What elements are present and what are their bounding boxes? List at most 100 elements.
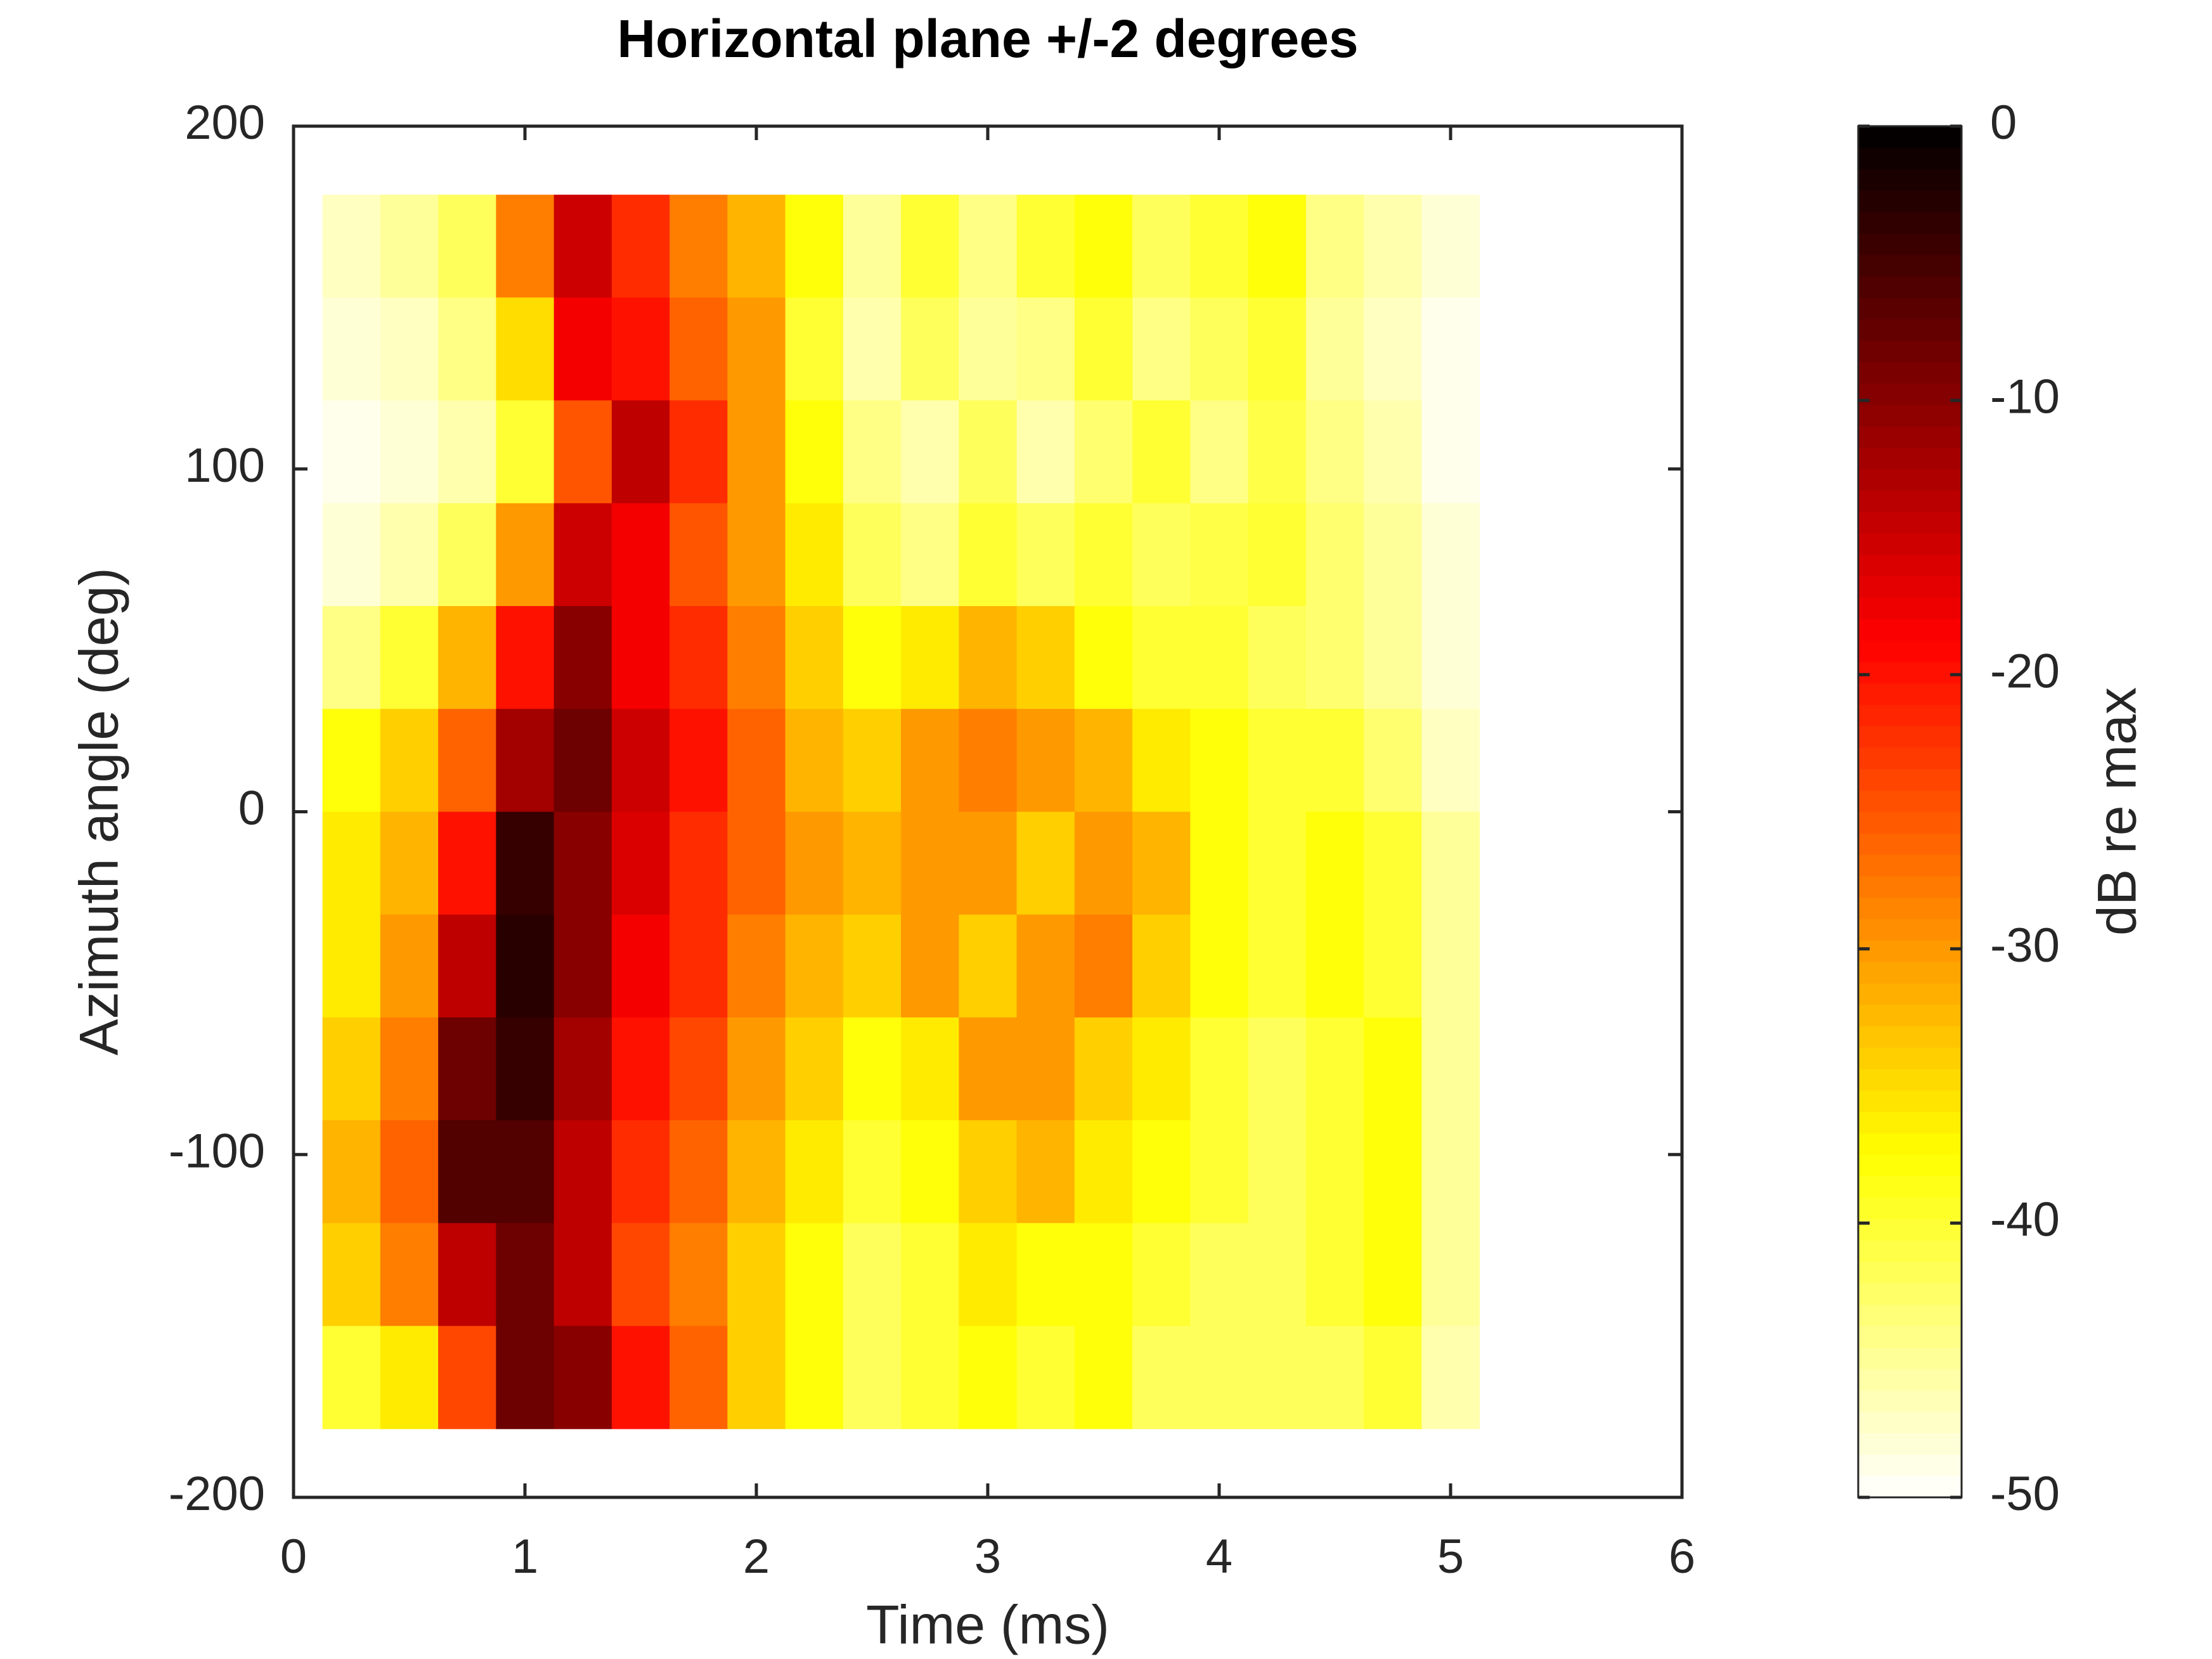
heatmap-cell <box>1421 1326 1480 1430</box>
colorbar-step <box>1858 1411 1962 1434</box>
x-tick-label: 3 <box>974 1530 1001 1584</box>
heatmap-cell <box>727 709 786 812</box>
colorbar-step <box>1858 1176 1962 1198</box>
heatmap-cell <box>1074 606 1133 709</box>
heatmap-cell <box>1132 400 1191 504</box>
heatmap-cell <box>611 400 670 504</box>
colorbar-tick-label: -20 <box>1990 644 2060 698</box>
heatmap-cell <box>496 914 555 1018</box>
colorbar-step <box>1858 512 1962 534</box>
heatmap-cell <box>727 811 786 915</box>
heatmap-cell <box>901 1120 959 1223</box>
heatmap-cell <box>669 503 728 607</box>
heatmap-cell <box>1016 1017 1075 1121</box>
heatmap-cell <box>1364 914 1422 1018</box>
colorbar-step <box>1858 1069 1962 1091</box>
heatmap-cell <box>1190 1326 1249 1430</box>
heatmap-cell <box>959 1223 1018 1327</box>
colorbar-step <box>1858 683 1962 706</box>
heatmap-cell <box>901 503 959 607</box>
heatmap-cell <box>496 606 555 709</box>
heatmap-cell <box>553 195 612 298</box>
colorbar-step <box>1858 1326 1962 1348</box>
colorbar-step <box>1858 1004 1962 1026</box>
heatmap-cell <box>785 1017 844 1121</box>
heatmap-cell <box>1248 811 1307 915</box>
heatmap-cell <box>553 297 612 401</box>
heatmap-cell <box>1364 400 1422 504</box>
colorbar-step <box>1858 790 1962 812</box>
heatmap-cell <box>727 1223 786 1327</box>
heatmap-cell <box>1074 400 1133 504</box>
heatmap-cell <box>1421 914 1480 1018</box>
heatmap-cell <box>1305 400 1364 504</box>
heatmap-cell <box>959 503 1018 607</box>
heatmap-cell <box>380 297 439 401</box>
heatmap-cell <box>1190 1017 1249 1121</box>
heatmap-cell <box>785 914 844 1018</box>
heatmap-cell <box>611 1120 670 1223</box>
heatmap-cell <box>669 400 728 504</box>
heatmap-cell <box>496 503 555 607</box>
heatmap-cell <box>322 914 381 1018</box>
colorbar-step <box>1858 897 1962 919</box>
colorbar <box>1858 126 1962 1498</box>
heatmap-cell <box>1132 914 1191 1018</box>
heatmap-cell <box>438 914 496 1018</box>
heatmap-cell <box>553 1326 612 1430</box>
heatmap-cell <box>322 709 381 812</box>
heatmap-cell <box>901 914 959 1018</box>
heatmap-cell <box>438 400 496 504</box>
heatmap-cell <box>1190 297 1249 401</box>
colorbar-tick-label: -40 <box>1990 1192 2060 1246</box>
colorbar-step <box>1858 576 1962 598</box>
y-tick-label: 100 <box>184 439 265 493</box>
heatmap-cell <box>1305 1017 1364 1121</box>
heatmap-cell <box>1364 503 1422 607</box>
heatmap-cell <box>496 1223 555 1327</box>
heatmap-cell <box>1421 811 1480 915</box>
heatmap-cell <box>1364 1120 1422 1223</box>
colorbar-step <box>1858 297 1962 320</box>
heatmap-cell <box>380 811 439 915</box>
heatmap-cell <box>1132 1120 1191 1223</box>
heatmap-cell <box>322 1120 381 1223</box>
heatmap-cell <box>843 1120 902 1223</box>
colorbar-step <box>1858 597 1962 619</box>
x-tick-label: 4 <box>1206 1530 1232 1584</box>
colorbar-tick-label: -30 <box>1990 919 2060 972</box>
heatmap-cell <box>843 297 902 401</box>
heatmap-cell <box>785 1223 844 1327</box>
heatmap-cell <box>1190 811 1249 915</box>
heatmap-cell <box>843 1223 902 1327</box>
heatmap-cell <box>1421 709 1480 812</box>
x-tick-label: 5 <box>1437 1530 1464 1584</box>
colorbar-step <box>1858 147 1962 170</box>
heatmap-cell <box>669 914 728 1018</box>
heatmap-cell <box>438 297 496 401</box>
heatmap-cell <box>727 1326 786 1430</box>
y-tick-label: -200 <box>169 1467 265 1521</box>
heatmap-cell <box>1305 195 1364 298</box>
heatmap-cell <box>611 709 670 812</box>
heatmap-cell <box>901 297 959 401</box>
colorbar-step <box>1858 726 1962 748</box>
heatmap-cell <box>843 1017 902 1121</box>
colorbar-step <box>1858 640 1962 662</box>
heatmap-cell <box>1364 709 1422 812</box>
colorbar-step <box>1858 1090 1962 1113</box>
heatmap-cell <box>611 297 670 401</box>
heatmap-cell <box>843 709 902 812</box>
heatmap-cell <box>901 195 959 298</box>
heatmap-cell <box>438 1223 496 1327</box>
heatmap-cell <box>1016 709 1075 812</box>
heatmap-cell <box>1421 195 1480 298</box>
heatmap-cell <box>1016 914 1075 1018</box>
heatmap-cell <box>322 195 381 298</box>
heatmap-cell <box>380 195 439 298</box>
heatmap-cell <box>496 1326 555 1430</box>
heatmap-cell <box>1248 709 1307 812</box>
heatmap-cell <box>669 709 728 812</box>
colorbar-step <box>1858 319 1962 341</box>
heatmap-cell <box>1132 297 1191 401</box>
